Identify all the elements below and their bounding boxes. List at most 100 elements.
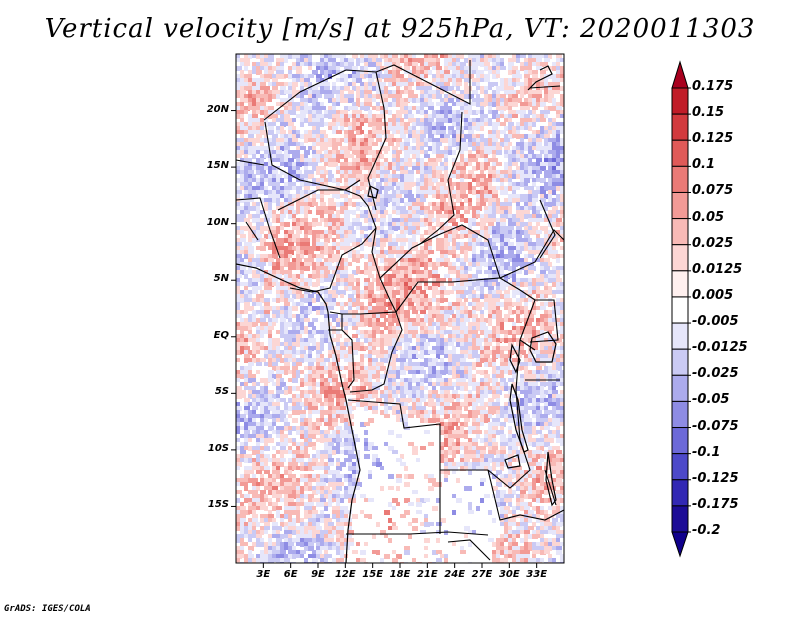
field-cell	[484, 118, 488, 122]
field-cell	[308, 122, 312, 126]
field-cell	[256, 158, 262, 163]
field-cell	[284, 118, 290, 123]
field-cell	[524, 62, 530, 67]
field-cell	[416, 206, 420, 210]
field-cell	[464, 306, 468, 311]
field-cell	[536, 114, 540, 119]
field-cell	[560, 314, 564, 318]
field-cell	[288, 86, 292, 90]
field-cell	[352, 54, 358, 59]
field-cell	[468, 182, 472, 186]
field-cell	[504, 314, 510, 318]
field-cell	[516, 330, 522, 335]
field-cell	[364, 118, 370, 123]
field-cell	[244, 226, 250, 231]
field-cell	[356, 94, 360, 98]
field-cell	[548, 86, 554, 91]
field-cell	[504, 126, 508, 131]
field-cell	[240, 238, 246, 242]
field-cell	[472, 66, 478, 70]
field-cell	[380, 186, 386, 190]
field-cell	[384, 78, 390, 82]
field-cell	[448, 246, 454, 250]
field-cell	[452, 114, 456, 118]
field-cell	[264, 206, 270, 211]
field-cell	[544, 318, 550, 323]
field-cell	[524, 318, 528, 322]
field-cell	[516, 174, 522, 179]
field-cell	[524, 314, 530, 318]
field-cell	[424, 70, 430, 75]
field-cell	[480, 242, 484, 246]
field-cell	[496, 238, 502, 243]
field-cell	[420, 166, 424, 171]
field-cell	[432, 366, 436, 371]
field-cell	[496, 146, 502, 151]
field-cell	[456, 226, 462, 231]
field-cell	[244, 174, 248, 178]
field-cell	[500, 234, 504, 238]
field-cell	[332, 230, 338, 235]
field-cell	[272, 166, 278, 171]
field-cell	[368, 134, 374, 138]
field-cell	[308, 274, 312, 279]
field-cell	[480, 326, 486, 331]
field-cell	[488, 298, 494, 302]
field-cell	[404, 98, 410, 103]
field-cell	[364, 226, 368, 231]
field-cell	[248, 326, 252, 330]
field-cell	[508, 210, 512, 214]
field-cell	[416, 194, 420, 199]
field-cell	[380, 178, 386, 182]
field-cell	[432, 146, 436, 151]
field-cell	[432, 290, 436, 295]
field-cell	[508, 298, 512, 303]
field-cell	[432, 350, 438, 354]
field-cell	[404, 290, 410, 295]
field-cell	[460, 182, 466, 187]
field-cell	[560, 270, 564, 275]
field-cell	[488, 182, 492, 187]
field-cell	[416, 82, 422, 87]
field-cell	[288, 242, 294, 246]
field-cell	[504, 254, 508, 259]
field-cell	[304, 106, 310, 110]
field-cell	[548, 118, 552, 122]
field-cell	[268, 142, 272, 146]
field-cell	[260, 290, 264, 294]
field-cell	[532, 102, 536, 106]
field-cell	[432, 170, 438, 174]
field-cell	[264, 346, 270, 350]
field-cell	[356, 322, 360, 327]
field-cell	[560, 86, 564, 91]
field-cell	[384, 350, 388, 355]
field-cell	[556, 130, 562, 134]
field-cell	[560, 318, 564, 323]
field-cell	[304, 162, 308, 166]
field-cell	[248, 242, 252, 247]
field-cell	[320, 190, 324, 195]
field-cell	[560, 138, 564, 142]
field-cell	[288, 194, 294, 199]
field-cell	[460, 314, 464, 318]
field-cell	[432, 338, 436, 342]
field-cell	[440, 278, 446, 282]
field-cell	[372, 190, 378, 194]
field-cell	[540, 62, 544, 67]
field-cell	[468, 362, 472, 367]
field-cell	[256, 134, 262, 138]
field-cell	[464, 198, 468, 203]
field-cell	[300, 106, 306, 111]
field-cell	[424, 110, 428, 114]
field-cell	[388, 350, 394, 354]
field-cell	[272, 246, 278, 251]
field-cell	[260, 78, 266, 82]
field-cell	[272, 150, 278, 154]
field-cell	[480, 114, 484, 118]
field-cell	[352, 146, 356, 150]
field-cell	[440, 102, 444, 106]
field-cell	[532, 306, 536, 310]
field-cell	[376, 314, 382, 318]
field-cell	[464, 242, 468, 246]
field-cell	[480, 98, 486, 103]
